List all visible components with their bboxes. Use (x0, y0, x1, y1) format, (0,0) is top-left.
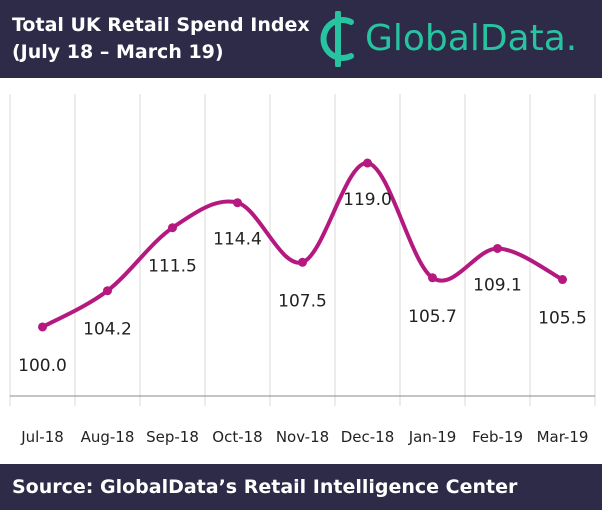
data-label: 111.5 (148, 257, 197, 277)
chart-title: Total UK Retail Spend Index (July 18 – M… (12, 12, 310, 66)
data-point (428, 273, 437, 283)
grid (9, 94, 596, 406)
x-tick-label: Aug-18 (81, 428, 135, 446)
data-point (233, 198, 242, 208)
data-point (363, 158, 372, 168)
data-label: 104.2 (83, 320, 132, 340)
x-tick-label: Oct-18 (212, 428, 262, 446)
x-tick-label: Sep-18 (146, 428, 199, 446)
footer-banner: Source: GlobalData’s Retail Intelligence… (0, 464, 602, 510)
data-point (493, 243, 502, 253)
chart-title-line1: Total UK Retail Spend Index (12, 14, 310, 36)
data-label: 114.4 (213, 230, 262, 250)
data-point (168, 223, 177, 233)
x-tick-label: Jan-19 (408, 428, 457, 446)
data-label: 100.0 (18, 356, 67, 376)
logo-wordmark: GlobalData. (365, 18, 578, 59)
data-labels: 100.0 104.2 111.5 114.4 107.5 119.0 105.7 109.1… (18, 190, 587, 376)
data-label: 105.5 (538, 309, 587, 329)
data-label: 105.7 (408, 307, 457, 327)
header-banner: Total UK Retail Spend Index (July 18 – M… (0, 0, 602, 78)
data-point (103, 286, 112, 296)
data-point (38, 322, 47, 332)
x-tick-labels: Jul-18 Aug-18 Sep-18 Oct-18 Nov-18 Dec-18 Jan-… (20, 428, 588, 446)
series-line (40, 161, 565, 329)
x-tick-label: Jul-18 (20, 428, 64, 446)
x-tick-label: Dec-18 (341, 428, 395, 446)
data-point (558, 275, 567, 285)
series-layer (38, 158, 567, 332)
data-label: 107.5 (278, 291, 327, 311)
data-label: 109.1 (473, 275, 522, 295)
globaldata-logo-icon (320, 11, 354, 67)
source-note: Source: GlobalData’s Retail Intelligence… (12, 476, 518, 498)
x-tick-label: Feb-19 (472, 428, 523, 446)
line-chart: 100.0 104.2 111.5 114.4 107.5 119.0 105.7 109.1… (9, 94, 596, 446)
globaldata-logo: GlobalData. (312, 11, 594, 67)
x-tick-label: Mar-19 (537, 428, 589, 446)
data-label: 119.0 (343, 190, 392, 210)
x-tick-label: Nov-18 (276, 428, 329, 446)
data-point (298, 257, 307, 267)
chart-title-line2: (July 18 – March 19) (12, 41, 224, 63)
